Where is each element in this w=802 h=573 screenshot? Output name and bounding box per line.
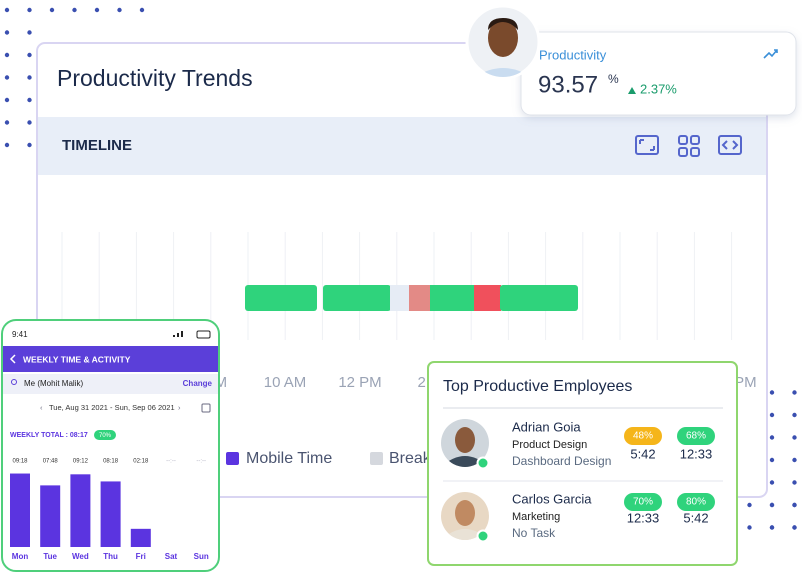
phone-title: WEEKLY TIME & ACTIVITY: [23, 354, 131, 364]
card-label: Productivity: [539, 47, 607, 62]
employee-row: Adrian Goia Product Design Dashboard Desig…: [441, 419, 715, 470]
phone-header: [3, 346, 218, 372]
percent-badge: [677, 427, 715, 445]
avatar-head: [455, 500, 475, 526]
day-label: Wed: [72, 552, 89, 561]
day-label: Tue: [43, 552, 57, 561]
segment-active: [323, 285, 391, 311]
up-arrow: [628, 87, 636, 94]
time-label: 12 PM: [338, 374, 381, 391]
fullscreen-icon[interactable]: [635, 135, 659, 155]
percent-badge-text: 48%: [633, 431, 653, 442]
prev-arrow[interactable]: ‹: [40, 403, 43, 412]
embed-icon[interactable]: [718, 135, 742, 155]
dot-grid: [0, 0, 160, 22]
battery-icon: [196, 330, 211, 339]
calendar-icon[interactable]: [201, 403, 211, 413]
employee-department: Product Design: [512, 439, 587, 451]
user-name: Me (Mohit Malik): [24, 379, 83, 388]
employee-row: Carlos Garcia Marketing No Task 70% 12:33 80%…: [441, 491, 715, 543]
time-value: 12:33: [627, 510, 660, 525]
employee-name: Adrian Goia: [512, 419, 581, 434]
value-label: 09:18: [12, 459, 28, 465]
percent-badge: [677, 493, 715, 511]
bar: [130, 528, 151, 547]
date-range: Tue, Aug 31 2021 - Sun, Sep 06 2021: [49, 403, 175, 412]
weekly-total: WEEKLY TOTAL : 08:17: [10, 432, 88, 439]
bar: [70, 474, 91, 547]
phone: 9:41 WEEKLY TIME & ACTIVITY Me (Mohit Ma…: [1, 319, 220, 572]
time-value: 5:42: [683, 510, 708, 525]
badge-text: 70%: [99, 433, 112, 439]
value-label: 02:18: [133, 459, 149, 465]
percent-badge: [624, 493, 662, 511]
legend-label: Mobile Time: [246, 450, 332, 467]
timeline-title: TIMELINE: [62, 137, 132, 154]
change-button[interactable]: Change: [183, 379, 213, 388]
view-icons: [635, 135, 742, 157]
next-arrow[interactable]: ›: [178, 403, 181, 412]
trend-icon: [763, 49, 778, 59]
value-label: 08:18: [103, 459, 119, 465]
status-dot: [476, 456, 490, 470]
status-time: 9:41: [12, 330, 28, 339]
bar: [40, 485, 61, 547]
legend-label: Break: [389, 450, 432, 467]
card-title: Top Productive Employees: [443, 378, 632, 395]
grid-icon[interactable]: [678, 135, 700, 157]
employees-card: Top Productive Employees Adrian Goia Prod…: [427, 361, 738, 566]
back-icon[interactable]: [9, 354, 16, 364]
segment-idle: [390, 285, 410, 311]
avatar: [465, 4, 541, 80]
user-row: [3, 374, 218, 394]
employee-task: Dashboard Design: [512, 454, 611, 468]
card-change: 2.37%: [640, 81, 677, 96]
signal-icon: [173, 331, 183, 337]
day-label: Fri: [136, 552, 146, 561]
user-icon: [11, 379, 17, 385]
weekly-chart: 09:18 Mon 07:48 Tue 09:12 Wed 08:18 Thu 02:18 Fri…: [10, 459, 209, 561]
legend: Mobile Time Break: [226, 450, 432, 467]
segment-active: [430, 285, 476, 311]
timeline-bar: [245, 285, 578, 311]
bar: [10, 473, 30, 547]
card-frame: [427, 361, 738, 566]
segment-break: [409, 285, 431, 311]
segment-unproductive: [474, 285, 501, 311]
day-label: Mon: [12, 552, 29, 561]
percent-badge-text: 68%: [686, 431, 706, 442]
day-label: Sun: [194, 552, 209, 561]
timeline-header: [38, 117, 766, 175]
percent-badge-text: 80%: [686, 497, 706, 508]
avatar-head: [455, 427, 475, 453]
bar: [100, 481, 121, 547]
card-value: 93.57: [538, 71, 598, 98]
value-label: --:--: [166, 459, 176, 465]
percent-badge: [624, 427, 662, 445]
percent-badge-text: 70%: [633, 497, 653, 508]
segment-active: [245, 285, 317, 311]
day-label: Thu: [103, 552, 118, 561]
legend-swatch: [370, 452, 383, 465]
employee-department: Marketing: [512, 511, 560, 523]
value-label: 07:48: [43, 459, 59, 465]
employee-name: Carlos Garcia: [512, 491, 592, 506]
segment-active: [500, 285, 578, 311]
value-label: --:--: [196, 459, 206, 465]
legend-swatch: [226, 452, 239, 465]
badge: [94, 430, 116, 440]
value-label: 09:12: [73, 459, 89, 465]
page-title: Productivity Trends: [57, 65, 253, 91]
status-dot: [476, 529, 490, 543]
time-label: 10 AM: [264, 374, 307, 391]
employee-task: No Task: [512, 526, 556, 540]
dot-grid: [745, 500, 802, 540]
card-unit: %: [608, 72, 619, 86]
day-label: Sat: [165, 552, 178, 561]
time-value: 12:33: [680, 446, 713, 461]
time-value: 5:42: [630, 446, 655, 461]
